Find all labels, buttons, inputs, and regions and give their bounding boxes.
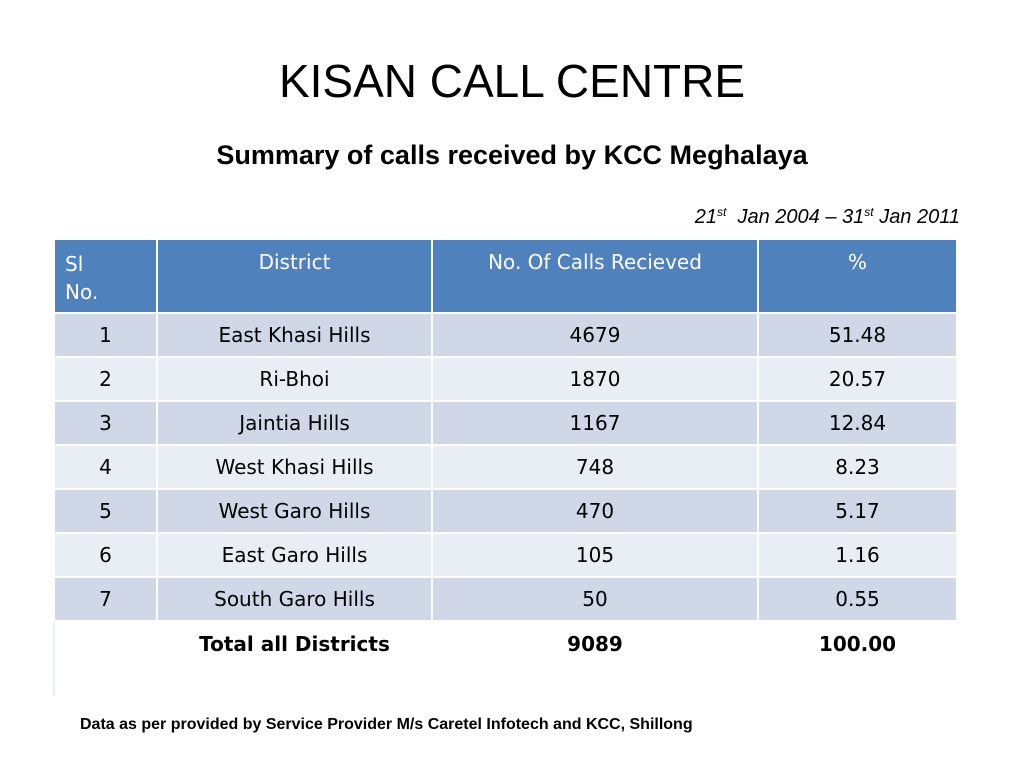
cell-district: South Garo Hills [156, 576, 433, 622]
cell-district: Ri-Bhoi [156, 356, 433, 402]
header-calls-received: No. Of Calls Recieved [431, 238, 759, 314]
table-row: 1 East Khasi Hills 4679 51.48 [53, 312, 958, 358]
cell-percent: 12.84 [757, 400, 958, 446]
total-percent: 100.00 [757, 620, 958, 698]
date-end-suffix: st [864, 205, 874, 219]
table-row: 5 West Garo Hills 470 5.17 [53, 488, 958, 534]
table-row: 3 Jaintia Hills 1167 12.84 [53, 400, 958, 446]
cell-calls: 748 [431, 444, 759, 490]
cell-sl-no: 7 [53, 576, 158, 622]
cell-sl-no: 5 [53, 488, 158, 534]
cell-sl-no: 6 [53, 532, 158, 578]
table-row: 6 East Garo Hills 105 1.16 [53, 532, 958, 578]
cell-calls: 105 [431, 532, 759, 578]
header-percent: % [757, 238, 958, 314]
total-row: Total all Districts 9089 100.00 [53, 620, 958, 698]
cell-sl-no: 4 [53, 444, 158, 490]
cell-calls: 1167 [431, 400, 759, 446]
header-sl-no: Sl No. [53, 238, 158, 314]
date-start-suffix: st [717, 205, 727, 219]
cell-percent: 20.57 [757, 356, 958, 402]
slide-subtitle: Summary of calls received by KCC Meghala… [216, 140, 808, 170]
table-row: 7 South Garo Hills 50 0.55 [53, 576, 958, 622]
cell-district: East Garo Hills [156, 532, 433, 578]
cell-sl-no: 3 [53, 400, 158, 446]
cell-sl-no: 2 [53, 356, 158, 402]
slide-title: KISAN CALL CENTRE [278, 55, 746, 107]
cell-district: East Khasi Hills [156, 312, 433, 358]
cell-district: West Garo Hills [156, 488, 433, 534]
date-range: 21st Jan 2004 – 31st Jan 2011 [560, 198, 960, 231]
cell-percent: 1.16 [757, 532, 958, 578]
date-middle: Jan 2004 – 31 [737, 206, 865, 228]
cell-calls: 50 [431, 576, 759, 622]
header-district: District [156, 238, 433, 314]
source-note: Data as per provided by Service Provider… [80, 716, 693, 733]
cell-calls: 4679 [431, 312, 759, 358]
calls-summary-table: Sl No. District No. Of Calls Recieved % 1… [53, 238, 958, 698]
total-calls: 9089 [431, 620, 759, 698]
header-sl-line1: Sl [65, 252, 84, 276]
total-cell-empty [53, 620, 158, 698]
table-row: 4 West Khasi Hills 748 8.23 [53, 444, 958, 490]
cell-percent: 0.55 [757, 576, 958, 622]
cell-calls: 470 [431, 488, 759, 534]
cell-percent: 8.23 [757, 444, 958, 490]
cell-sl-no: 1 [53, 312, 158, 358]
cell-calls: 1870 [431, 356, 759, 402]
cell-percent: 51.48 [757, 312, 958, 358]
table-row: 2 Ri-Bhoi 1870 20.57 [53, 356, 958, 402]
table-header-row: Sl No. District No. Of Calls Recieved % [53, 238, 958, 314]
cell-district: Jaintia Hills [156, 400, 433, 446]
header-sl-line2: No. [65, 280, 99, 304]
date-end: Jan 2011 [879, 206, 960, 228]
cell-percent: 5.17 [757, 488, 958, 534]
total-label: Total all Districts [156, 620, 433, 698]
date-start-day: 21 [694, 206, 718, 228]
cell-district: West Khasi Hills [156, 444, 433, 490]
